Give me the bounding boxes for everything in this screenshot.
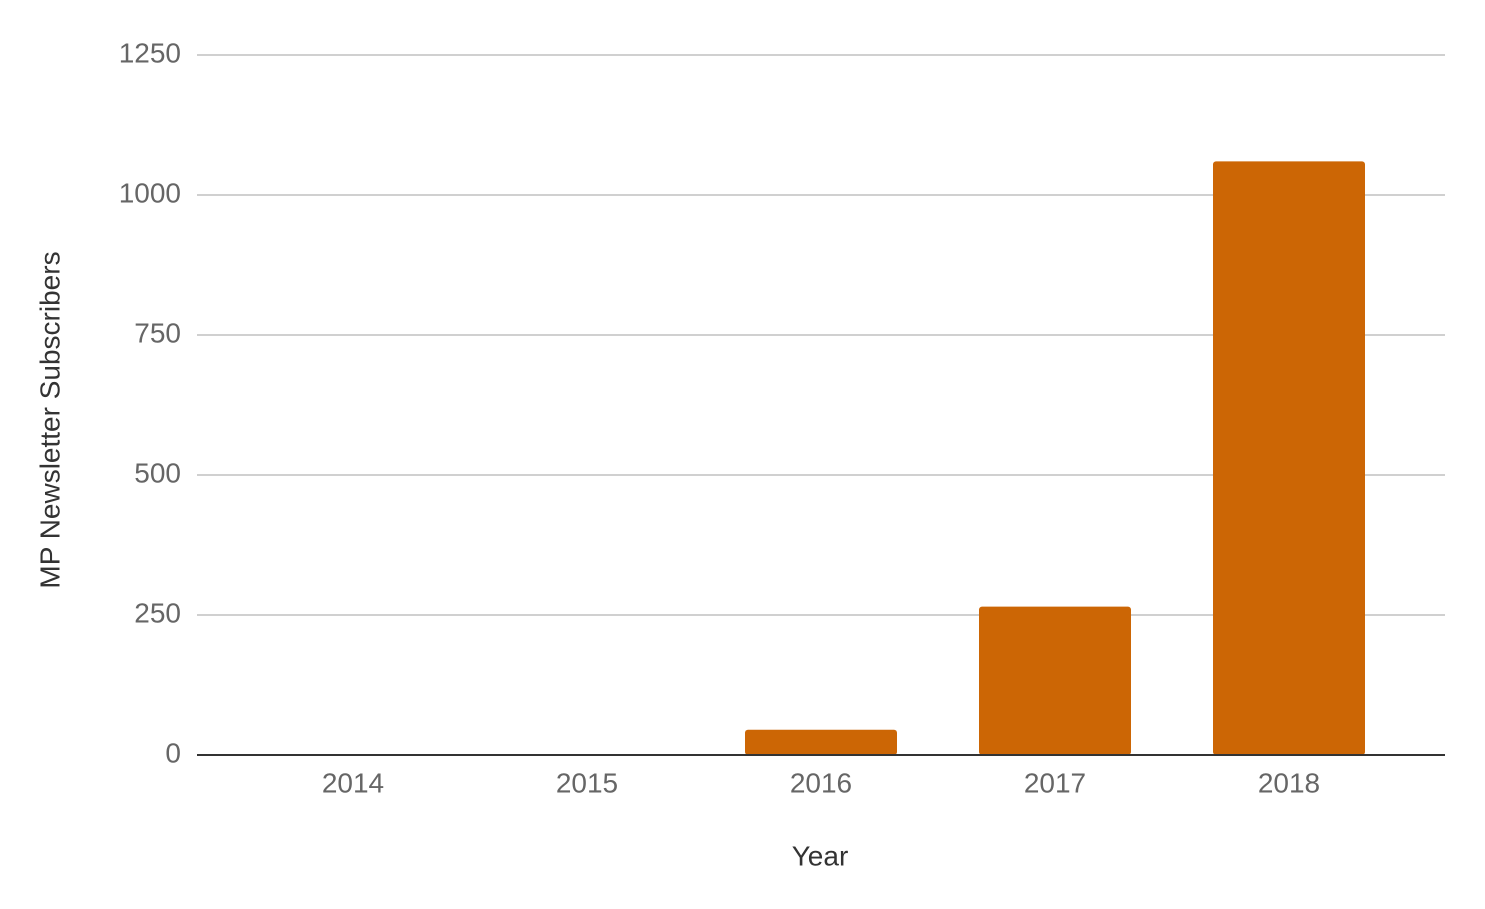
y-tick-label: 1000	[119, 177, 181, 208]
x-tick-label: 2017	[1024, 767, 1086, 798]
y-tick-label: 1250	[119, 37, 181, 68]
x-tick-label: 2014	[322, 767, 384, 798]
x-tick-label: 2018	[1258, 767, 1320, 798]
bar	[745, 729, 897, 755]
bar	[1213, 161, 1365, 755]
y-axis-title: MP Newsletter Subscribers	[34, 251, 65, 588]
bar	[979, 606, 1131, 755]
y-tick-label: 250	[134, 597, 181, 628]
y-tick-label: 0	[165, 737, 181, 768]
x-tick-label: 2015	[556, 767, 618, 798]
x-axis-title: Year	[792, 840, 849, 871]
x-tick-label: 2016	[790, 767, 852, 798]
y-tick-label: 500	[134, 457, 181, 488]
y-tick-label: 750	[134, 317, 181, 348]
